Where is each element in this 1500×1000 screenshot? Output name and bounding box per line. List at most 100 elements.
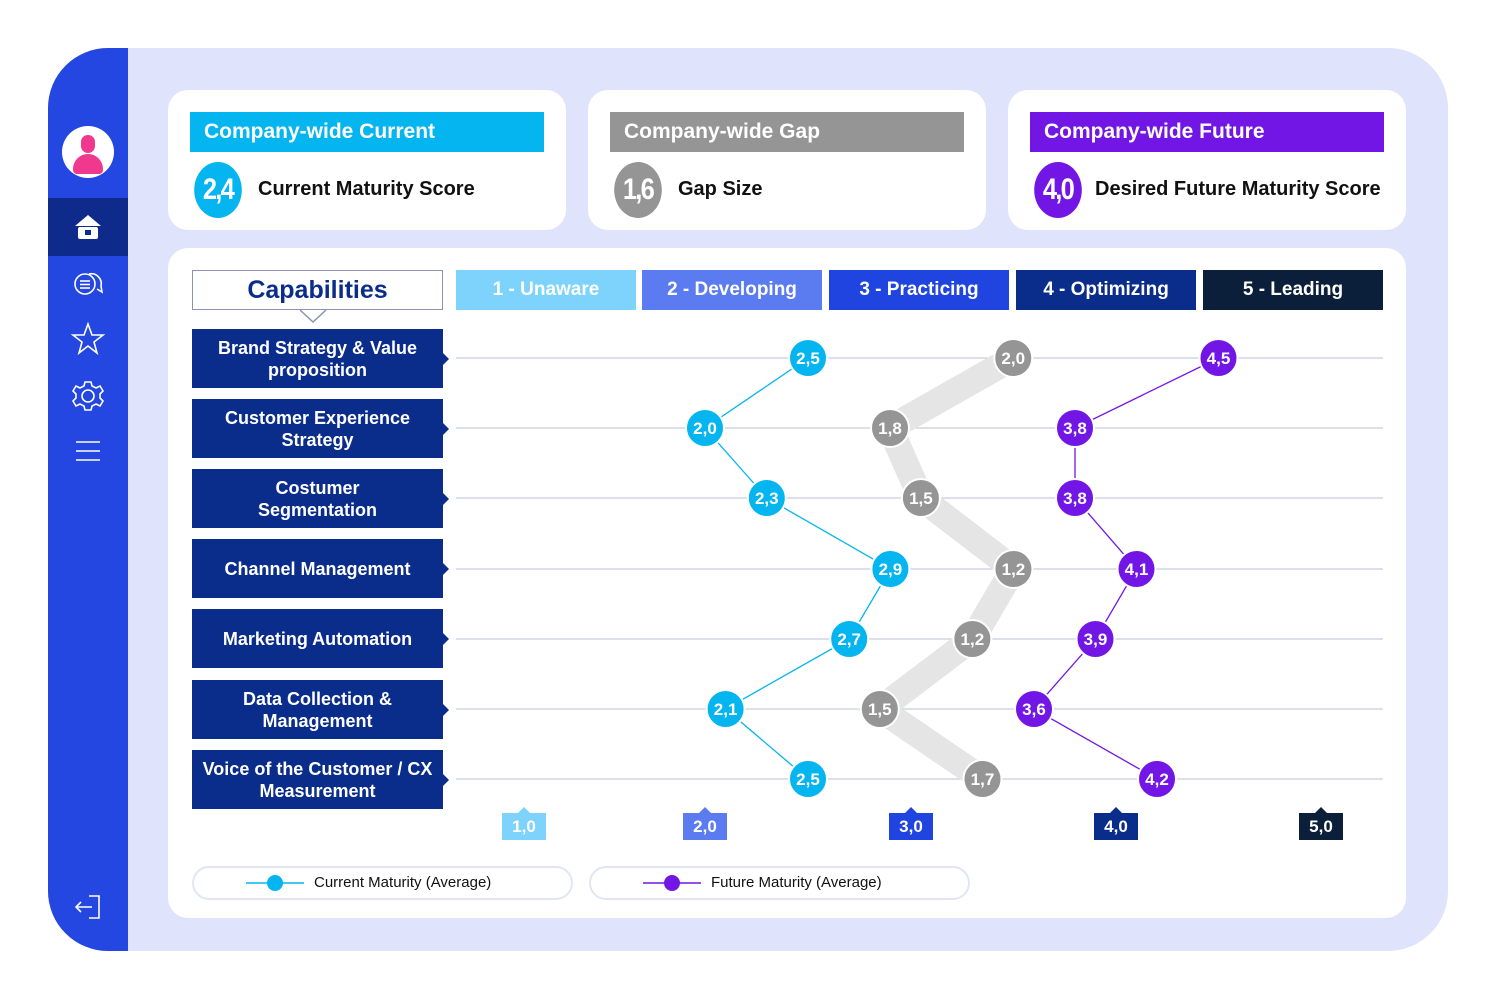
card-title: Company-wide Current — [190, 112, 544, 152]
future-data-label: 3,6 — [1022, 700, 1046, 719]
current-point — [870, 549, 911, 589]
card-label: Current Maturity Score — [258, 178, 475, 200]
gear-icon — [71, 381, 105, 411]
logout-icon — [74, 895, 100, 919]
level-header-1: 1 - Unaware — [456, 270, 636, 310]
current-point — [705, 689, 746, 729]
current-score-card: Company-wide Current 2,4 Current Maturit… — [168, 90, 566, 230]
legend-label: Current Maturity (Average) — [314, 874, 492, 891]
future-point — [1116, 549, 1157, 589]
card-label: Desired Future Maturity Score — [1095, 178, 1381, 200]
capability-text: Marketing Automation — [222, 628, 413, 649]
user-avatar-icon[interactable] — [62, 126, 114, 178]
gap-point — [993, 338, 1034, 378]
gap-data-label: 1,7 — [971, 770, 995, 789]
card-title: Company-wide Gap — [610, 112, 964, 152]
legend-current[interactable]: Current Maturity (Average) — [192, 866, 573, 900]
score-badge: 4,0 — [1034, 162, 1082, 218]
current-point — [746, 478, 787, 518]
gap-point — [962, 759, 1003, 799]
capability-label: Brand Strategy & Value proposition — [192, 329, 449, 388]
current-point — [788, 338, 828, 378]
nav-chat[interactable] — [48, 256, 128, 314]
sidebar — [48, 48, 128, 951]
current-data-label: 2,7 — [837, 630, 861, 649]
current-data-label: 2,1 — [714, 700, 738, 719]
nav-menu[interactable] — [48, 422, 128, 480]
gap-point — [859, 689, 900, 729]
future-data-label: 4,1 — [1125, 560, 1149, 579]
future-point — [1014, 689, 1054, 729]
current-data-label: 2,3 — [755, 489, 779, 508]
gap-data-label: 1,2 — [1002, 560, 1026, 579]
score-badge: 1,6 — [614, 162, 662, 218]
future-point — [1075, 619, 1116, 659]
capability-label: Data Collection & Management — [192, 680, 449, 739]
legend-future[interactable]: Future Maturity (Average) — [589, 866, 970, 900]
gap-point — [952, 619, 993, 659]
future-point — [1198, 338, 1239, 378]
gap-data-label: 1,5 — [868, 700, 892, 719]
nav-favorites[interactable] — [48, 310, 128, 368]
current-point — [685, 408, 725, 448]
x-tick-label: 5,0 — [1299, 807, 1343, 840]
x-tick-label: 1,0 — [502, 807, 546, 840]
menu-icon — [76, 441, 100, 461]
capability-text: Customer Experience Strategy — [224, 407, 411, 450]
score-badge: 2,4 — [194, 162, 242, 218]
capability-label: Customer Experience Strategy — [192, 399, 449, 458]
nav-settings[interactable] — [48, 367, 128, 425]
logout-button[interactable] — [48, 878, 128, 936]
gap-data-label: 1,8 — [878, 419, 902, 438]
current-data-label: 2,5 — [796, 770, 820, 789]
level-header-4: 4 - Optimizing — [1016, 270, 1196, 310]
header-pointer-icon — [300, 309, 326, 323]
star-icon — [70, 321, 106, 356]
capability-text: Channel Management — [224, 558, 411, 579]
gap-data-label: 1,5 — [909, 489, 933, 508]
current-data-label: 2,5 — [796, 349, 820, 368]
current-point — [788, 759, 828, 799]
future-data-label: 3,8 — [1063, 419, 1087, 438]
future-data-label: 3,9 — [1084, 630, 1108, 649]
current-point — [829, 619, 870, 659]
capability-label: Marketing Automation — [192, 609, 449, 668]
gap-point — [993, 549, 1034, 589]
capability-text: Costumer Segmentation — [257, 477, 377, 520]
future-data-label: 4,2 — [1145, 770, 1169, 789]
capability-label: Channel Management — [192, 539, 449, 598]
gap-point — [870, 408, 910, 448]
capability-label: Costumer Segmentation — [192, 469, 449, 528]
legend-future-marker-icon — [643, 875, 701, 891]
gap-point — [900, 478, 941, 518]
card-label: Gap Size — [678, 178, 763, 200]
future-score-card: Company-wide Future 4,0 Desired Future M… — [1008, 90, 1406, 230]
x-tick-label: 3,0 — [889, 807, 933, 840]
future-point — [1055, 408, 1095, 448]
current-data-label: 2,9 — [879, 560, 903, 579]
future-data-label: 3,8 — [1063, 489, 1087, 508]
legend-label: Future Maturity (Average) — [711, 874, 882, 891]
nav-home[interactable] — [48, 198, 128, 256]
x-tick-label: 2,0 — [683, 807, 727, 840]
card-title: Company-wide Future — [1030, 112, 1384, 152]
current-data-label: 2,0 — [693, 419, 717, 438]
capability-label: Voice of the Customer / CX Measurement — [192, 750, 449, 809]
capability-text: Data Collection & Management — [242, 688, 393, 731]
future-point — [1137, 759, 1177, 799]
capabilities-header: Capabilities — [192, 270, 443, 310]
level-header-2: 2 - Developing — [642, 270, 822, 310]
gap-score-card: Company-wide Gap 1,6 Gap Size — [588, 90, 986, 230]
level-header-3: 3 - Practicing — [829, 270, 1009, 310]
level-header-5: 5 - Leading — [1203, 270, 1383, 310]
future-data-label: 4,5 — [1207, 349, 1231, 368]
gap-data-label: 1,2 — [961, 630, 985, 649]
capability-text: Voice of the Customer / CX Measurement — [202, 758, 433, 801]
chat-icon — [74, 272, 104, 295]
gap-data-label: 2,0 — [1001, 349, 1025, 368]
future-point — [1055, 478, 1095, 518]
legend-current-marker-icon — [246, 875, 304, 891]
home-icon — [75, 215, 101, 239]
x-tick-label: 4,0 — [1094, 807, 1138, 840]
